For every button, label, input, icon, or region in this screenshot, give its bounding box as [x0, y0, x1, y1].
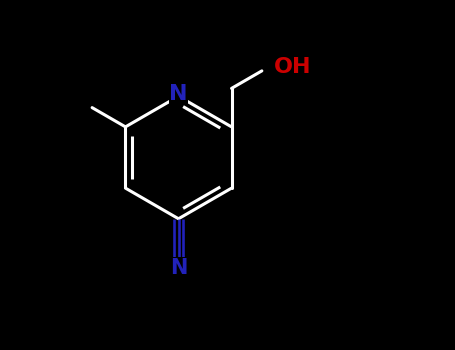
Text: N: N	[170, 258, 187, 278]
Text: OH: OH	[274, 57, 312, 77]
Text: N: N	[169, 84, 188, 105]
